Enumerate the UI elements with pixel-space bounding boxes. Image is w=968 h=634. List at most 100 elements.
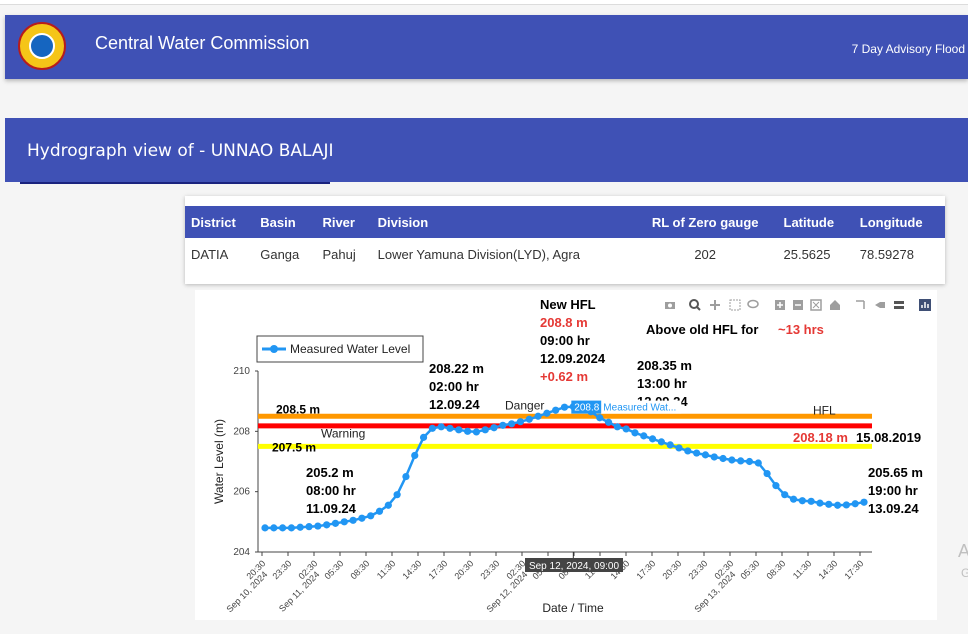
zoom-icon[interactable] xyxy=(689,299,701,311)
data-point xyxy=(279,524,287,532)
data-point xyxy=(851,500,859,508)
x-tick-label: 14:30 xyxy=(400,558,423,581)
above-hfl-duration: ~13 hrs xyxy=(778,322,824,337)
data-point xyxy=(745,457,754,466)
hover-x-label: Sep 12, 2024, 09:00 xyxy=(529,561,620,572)
cell-basin: Ganga xyxy=(260,246,300,262)
hover-value-label: 208.8 xyxy=(574,403,599,414)
table-header-row: District Basin River Division RL of Zero… xyxy=(185,206,945,238)
spike-lines-icon[interactable] xyxy=(856,300,865,309)
hover-series-box xyxy=(601,400,682,414)
data-point xyxy=(842,501,850,509)
data-point xyxy=(358,514,366,522)
data-point xyxy=(287,524,296,532)
annotation-rise-line-0: 208.22 m xyxy=(429,361,484,376)
data-point xyxy=(375,507,384,515)
data-point xyxy=(860,498,868,506)
data-point xyxy=(622,425,630,433)
data-point xyxy=(737,457,745,465)
header-division: Division xyxy=(371,206,633,238)
zoom-out-icon[interactable] xyxy=(793,300,803,310)
annotation-rise-line-2: 12.09.24 xyxy=(429,397,480,412)
hfl-label: HFL xyxy=(813,403,836,417)
station-table: District Basin River Division RL of Zero… xyxy=(185,206,945,270)
data-point xyxy=(833,501,842,509)
app-bar: Central Water Commission 7 Day Advisory … xyxy=(5,15,968,79)
data-point xyxy=(719,454,727,463)
camera-icon[interactable] xyxy=(665,302,675,309)
annotation-new-hfl-line-0: New HFL xyxy=(540,297,596,312)
lasso-icon[interactable] xyxy=(747,299,759,309)
data-point xyxy=(516,418,525,426)
x-tick-label: 17:30 xyxy=(634,558,657,581)
x-tick-label: 08:30 xyxy=(764,558,787,581)
zoom-in-icon[interactable] xyxy=(775,300,785,310)
data-point xyxy=(419,433,428,441)
x-axis-title: Date / Time xyxy=(542,601,604,615)
cell-rl-zero-gauge: 202 xyxy=(694,246,717,262)
data-point xyxy=(543,409,551,417)
data-point xyxy=(393,491,401,499)
hover-compare-icon[interactable] xyxy=(894,301,904,309)
home-icon[interactable] xyxy=(830,300,840,310)
page-title: Hydrograph view of - UNNAO BALAJI xyxy=(27,141,334,161)
data-point xyxy=(437,423,445,431)
autoscale-icon[interactable] xyxy=(810,299,822,311)
cwc-logo[interactable] xyxy=(18,22,66,70)
top-border xyxy=(0,0,968,5)
data-point xyxy=(508,420,516,428)
old-hfl-value: 208.18 m xyxy=(793,430,848,445)
x-tick-label: 17:30 xyxy=(426,558,449,581)
data-point xyxy=(428,424,436,432)
y-tick-label: 210 xyxy=(233,366,250,377)
data-point xyxy=(402,472,410,481)
data-point xyxy=(825,500,833,508)
app-title: Central Water Commission xyxy=(95,33,310,53)
data-point xyxy=(613,423,621,431)
data-point xyxy=(560,403,569,411)
data-point xyxy=(781,491,789,499)
box-select-icon[interactable] xyxy=(729,299,741,311)
old-hfl-date: 15.08.2019 xyxy=(856,430,921,445)
advisory-link[interactable]: 7 Day Advisory Flood xyxy=(851,42,965,56)
hover-closest-icon[interactable] xyxy=(875,302,885,308)
data-point xyxy=(728,456,736,464)
data-point xyxy=(367,512,375,520)
modebar-toolbar xyxy=(665,299,931,311)
data-point xyxy=(789,495,798,503)
warning-level-label: 207.5 m xyxy=(272,440,316,454)
header-district: District xyxy=(185,206,255,238)
side-text-a: A xyxy=(958,541,968,561)
x-tick-label: 23:30 xyxy=(686,558,709,581)
pan-icon[interactable] xyxy=(710,300,720,310)
y-axis-title: Water Level (m) xyxy=(212,419,226,504)
data-point xyxy=(763,469,771,478)
data-point xyxy=(455,426,463,434)
y-tick-label: 206 xyxy=(233,487,250,498)
data-point xyxy=(314,522,322,530)
hover-x-box xyxy=(525,558,623,572)
plotly-logo-icon[interactable] xyxy=(919,299,931,311)
annotation-start-line-2: 11.09.24 xyxy=(306,501,357,516)
data-point xyxy=(675,444,683,452)
data-point xyxy=(798,497,806,505)
legend-label: Measured Water Level xyxy=(290,342,410,356)
data-point xyxy=(666,441,674,449)
cell-longitude: 78.59278 xyxy=(859,246,914,262)
data-point xyxy=(331,519,340,527)
data-point xyxy=(684,447,692,455)
data-point xyxy=(296,523,304,531)
data-point xyxy=(270,524,278,532)
hover-series-label: Measured Wat... xyxy=(603,403,676,414)
data-point xyxy=(481,426,489,434)
side-text-g: G xyxy=(961,566,968,580)
x-tick-label: 20:30 xyxy=(660,558,683,581)
cell-district: DATIA xyxy=(191,246,229,262)
y-tick-label: 204 xyxy=(233,547,250,558)
data-point xyxy=(534,412,542,420)
x-tick-label: 05:30 xyxy=(738,558,761,581)
data-point xyxy=(693,449,701,457)
annotation-new-hfl-line-3: 12.09.2024 xyxy=(540,351,606,366)
